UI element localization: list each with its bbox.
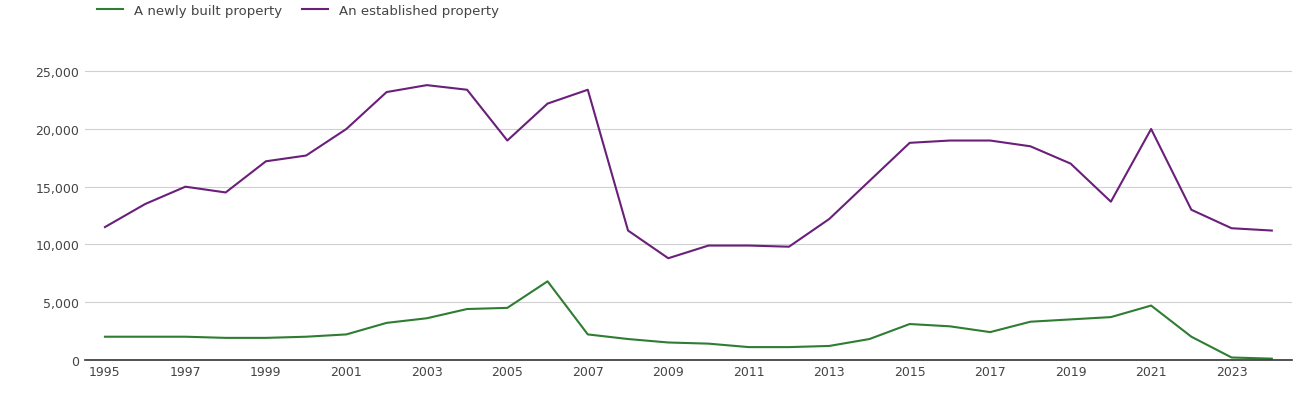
- Line: A newly built property: A newly built property: [104, 282, 1272, 359]
- An established property: [1265, 229, 1280, 234]
- A newly built property: [1023, 319, 1039, 324]
- An established property: [177, 185, 193, 190]
- A newly built property: [218, 336, 234, 341]
- An established property: [1143, 127, 1159, 132]
- A newly built property: [177, 335, 193, 339]
- A newly built property: [983, 330, 998, 335]
- A newly built property: [942, 324, 958, 329]
- An established property: [902, 141, 917, 146]
- A newly built property: [1184, 335, 1199, 339]
- A newly built property: [620, 337, 636, 342]
- An established property: [218, 191, 234, 196]
- An established property: [782, 245, 797, 249]
- A newly built property: [338, 332, 354, 337]
- An established property: [500, 139, 515, 144]
- A newly built property: [1265, 356, 1280, 361]
- An established property: [378, 90, 394, 95]
- An established property: [701, 243, 716, 248]
- A newly built property: [97, 335, 112, 339]
- An established property: [983, 139, 998, 144]
- A newly built property: [459, 307, 475, 312]
- An established property: [299, 154, 315, 159]
- Legend: A newly built property, An established property: A newly built property, An established p…: [91, 0, 504, 23]
- An established property: [338, 127, 354, 132]
- An established property: [419, 83, 435, 88]
- A newly built property: [1062, 317, 1078, 322]
- An established property: [620, 229, 636, 234]
- An established property: [1184, 208, 1199, 213]
- A newly built property: [902, 322, 917, 327]
- A newly built property: [378, 321, 394, 326]
- A newly built property: [579, 332, 595, 337]
- A newly built property: [258, 336, 274, 341]
- A newly built property: [741, 345, 757, 350]
- An established property: [1023, 144, 1039, 149]
- An established property: [97, 225, 112, 230]
- Line: An established property: An established property: [104, 86, 1272, 258]
- A newly built property: [821, 344, 837, 348]
- A newly built property: [137, 335, 153, 339]
- An established property: [459, 88, 475, 93]
- An established property: [258, 160, 274, 164]
- An established property: [660, 256, 676, 261]
- A newly built property: [419, 316, 435, 321]
- An established property: [137, 202, 153, 207]
- An established property: [861, 179, 877, 184]
- A newly built property: [1143, 303, 1159, 308]
- A newly built property: [660, 340, 676, 345]
- A newly built property: [861, 337, 877, 342]
- A newly built property: [701, 342, 716, 346]
- A newly built property: [540, 279, 556, 284]
- A newly built property: [299, 335, 315, 339]
- An established property: [821, 217, 837, 222]
- An established property: [579, 88, 595, 93]
- An established property: [942, 139, 958, 144]
- A newly built property: [1224, 355, 1240, 360]
- A newly built property: [1103, 315, 1118, 320]
- A newly built property: [782, 345, 797, 350]
- A newly built property: [500, 306, 515, 310]
- An established property: [1224, 226, 1240, 231]
- An established property: [1103, 200, 1118, 204]
- An established property: [1062, 162, 1078, 166]
- An established property: [741, 243, 757, 248]
- An established property: [540, 102, 556, 107]
